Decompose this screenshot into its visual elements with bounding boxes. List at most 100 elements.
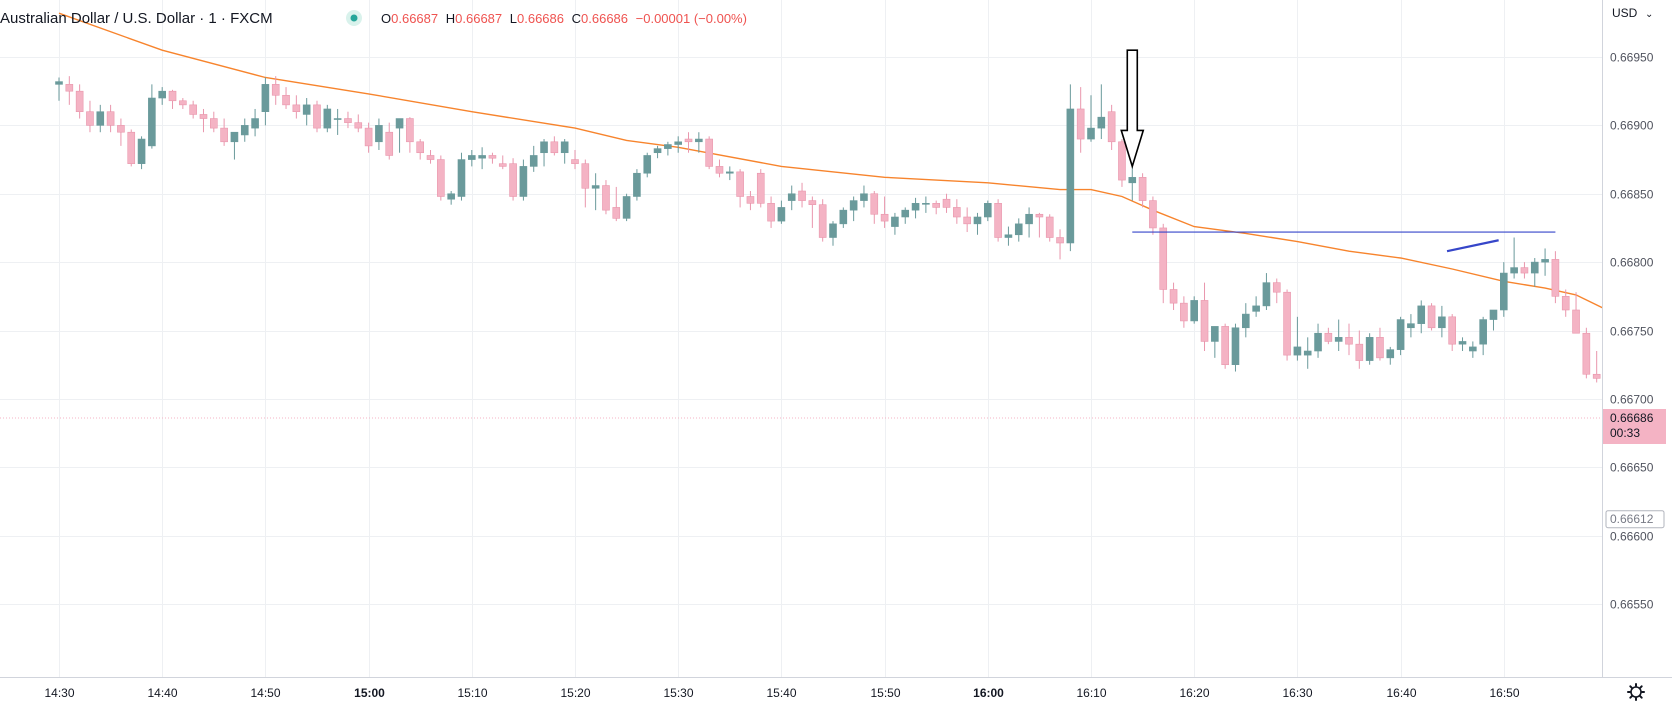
price-tick-label: 0.66700 [1610, 393, 1654, 407]
price-axis[interactable]: 0.66950 0.66900 0.66850 0.66800 0.66750 0.667… [1610, 51, 1654, 612]
candle-body [1500, 272, 1508, 311]
candle-body [787, 193, 796, 201]
candle-body [282, 94, 290, 106]
candle-body [127, 131, 136, 164]
ghost-price-value: 0.66612 [1610, 512, 1654, 526]
candle-body [1396, 319, 1405, 350]
time-axis[interactable]: 14:30 14:40 14:50 15:00 15:10 15:20 15:30 15:40… [44, 686, 1519, 700]
candle-body [313, 104, 321, 129]
candle-body [1149, 200, 1157, 229]
price-tick-label: 0.66900 [1610, 119, 1654, 133]
candle-body [1025, 213, 1033, 225]
candle-body [220, 127, 228, 143]
candle-body [137, 138, 146, 164]
candle-body [725, 171, 734, 174]
candle-body [1314, 332, 1322, 352]
candle-body [240, 125, 249, 136]
candle-body [942, 198, 951, 208]
time-tick-label: 14:50 [250, 686, 280, 700]
time-tick-label: 16:10 [1076, 686, 1106, 700]
candle-body [1489, 309, 1498, 320]
candle-body [736, 171, 744, 197]
candle-body [168, 90, 177, 102]
candle-body [953, 207, 961, 218]
chevron-down-icon[interactable]: ⌄ [1645, 9, 1653, 20]
drawings-layer[interactable] [1120, 49, 1556, 253]
candle-body [1324, 332, 1333, 342]
candle-body [1004, 234, 1013, 238]
candle-body [1376, 337, 1384, 359]
candle-body [1438, 316, 1446, 329]
time-tick-label: 16:00 [973, 686, 1004, 700]
symbol-title[interactable]: Australian Dollar / U.S. Dollar · 1 · FX… [0, 10, 273, 27]
candle-body [210, 118, 218, 129]
currency-menu[interactable]: USD ⌄ [1612, 6, 1653, 20]
candle-body [1283, 291, 1291, 356]
candle-body [75, 90, 84, 113]
candle-body [1190, 300, 1198, 322]
candle-body [756, 172, 765, 204]
candle-body [1458, 341, 1467, 345]
candle-body [148, 97, 156, 147]
candle-body [1272, 282, 1281, 293]
time-tick-label: 16:20 [1179, 686, 1209, 700]
time-tick-label: 15:10 [457, 686, 487, 700]
candle-body [302, 104, 311, 115]
candle-body [1479, 319, 1487, 345]
candle-body [560, 141, 569, 154]
currency-label[interactable]: USD [1612, 6, 1638, 20]
candle-body [1087, 127, 1095, 140]
candle-body [1128, 177, 1137, 184]
last-price-background [1603, 409, 1666, 444]
candle-body [1551, 259, 1560, 297]
chart-legend[interactable]: Australian Dollar / U.S. Dollar · 1 · FX… [0, 10, 747, 27]
candle-body [1469, 346, 1477, 352]
candle-body [519, 166, 528, 197]
change-value: −0.00001 (−0.00%) [636, 11, 747, 26]
price-axis-background[interactable] [1603, 0, 1672, 677]
candle-body [1417, 305, 1426, 324]
candle-body [1592, 373, 1601, 379]
candle-body [674, 141, 683, 145]
open-label: O [381, 11, 391, 26]
candle-body [622, 196, 631, 219]
candle-body [271, 84, 280, 96]
candle-body [643, 155, 652, 174]
candle-body [1293, 346, 1302, 356]
price-tick-label: 0.66850 [1610, 188, 1654, 202]
candle-body [1138, 177, 1147, 201]
candle-body [849, 200, 858, 211]
candle-body [1448, 316, 1456, 345]
ohlc-readout: O0.66687 H0.66687 L0.66686 C0.66686 −0.0… [381, 11, 747, 26]
candle-body [199, 114, 208, 119]
candle-body [1334, 337, 1343, 342]
time-tick-label: 15:20 [560, 686, 590, 700]
candles-layer [55, 76, 1672, 561]
arrow-down-annotation[interactable] [1120, 49, 1145, 170]
open-value: 0.66687 [391, 11, 438, 26]
price-tick-label: 0.66950 [1610, 51, 1654, 65]
candle-body [509, 163, 517, 197]
candle-body [1200, 300, 1209, 342]
candle-body [818, 204, 827, 238]
last-price-label: 0.66686 00:33 [1603, 409, 1666, 444]
candle-body [901, 209, 910, 218]
candle-body [1510, 267, 1518, 274]
time-tick-label: 16:50 [1489, 686, 1519, 700]
candle-body [406, 118, 414, 143]
gear-icon[interactable] [1627, 683, 1645, 701]
market-status-dot [350, 14, 358, 22]
candle-body [179, 100, 187, 106]
candle-body [344, 118, 352, 123]
candle-body [467, 155, 476, 160]
candle-body [870, 193, 879, 215]
time-tick-label: 14:30 [44, 686, 74, 700]
candle-body [540, 141, 548, 154]
candle-body [1221, 326, 1229, 365]
close-value: 0.66686 [581, 11, 628, 26]
trend-line[interactable] [1446, 239, 1499, 253]
candle-body [911, 203, 920, 211]
candle-body [571, 159, 579, 164]
candle-body [323, 108, 332, 129]
